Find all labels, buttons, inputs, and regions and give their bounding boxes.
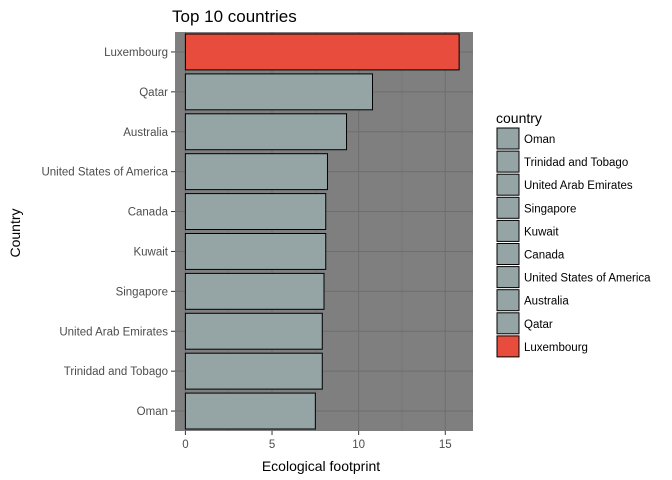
legend-label: United Arab Emirates [524,180,633,192]
legend-key [496,219,520,242]
y-tick-label: Australia [123,127,168,139]
bar [184,392,316,430]
legend-key [496,196,520,219]
legend: country Oman Trinidad and Tobago United Ar… [496,110,651,358]
legend-key [496,266,520,289]
y-tick-label: Luxembourg [104,47,168,59]
legend-key [496,243,520,265]
legend-key [496,335,520,358]
legend-title: country [496,110,542,126]
bar [184,153,328,191]
x-tick-label: 10 [352,439,365,451]
bar [184,272,325,310]
legend-label: Kuwait [524,226,559,238]
x-axis-label: Ecological footprint [262,458,380,474]
legend-key [496,173,520,196]
legend-key [496,312,520,335]
legend-label: Singapore [524,203,576,215]
legend-label: Luxembourg [524,342,588,354]
chart-title: Top 10 countries [172,7,297,26]
legend-key [496,289,520,312]
y-axis-label: Country [7,208,23,257]
x-tick-label: 0 [182,439,188,451]
bars [184,33,460,430]
legend-key [496,150,520,173]
y-tick-label: Qatar [139,87,168,99]
legend-label: Trinidad and Tobago [524,157,628,169]
legend-label: Canada [524,250,565,262]
bar [184,193,327,231]
y-tick-label: Trinidad and Tobago [64,366,168,378]
legend-label: Australia [524,296,569,308]
bar [184,113,348,151]
bar [184,312,323,350]
legend-label: Oman [524,134,555,146]
axes: Luxembourg Qatar Australia United States of… [41,47,451,451]
bar [184,352,323,390]
x-tick-label: 5 [269,439,275,451]
y-tick-label: Singapore [116,286,168,298]
legend-key [496,127,520,150]
y-tick-label: United States of America [41,167,168,179]
y-tick-label: United Arab Emirates [59,326,168,338]
x-tick-label: 15 [439,439,452,451]
y-tick-label: Oman [137,406,168,418]
y-tick-label: Canada [128,207,169,219]
bar [184,73,374,111]
bar [184,232,327,270]
y-tick-label: Kuwait [133,246,168,258]
bar [184,33,460,71]
legend-label: Qatar [524,319,553,331]
legend-label: United States of America [524,273,651,285]
